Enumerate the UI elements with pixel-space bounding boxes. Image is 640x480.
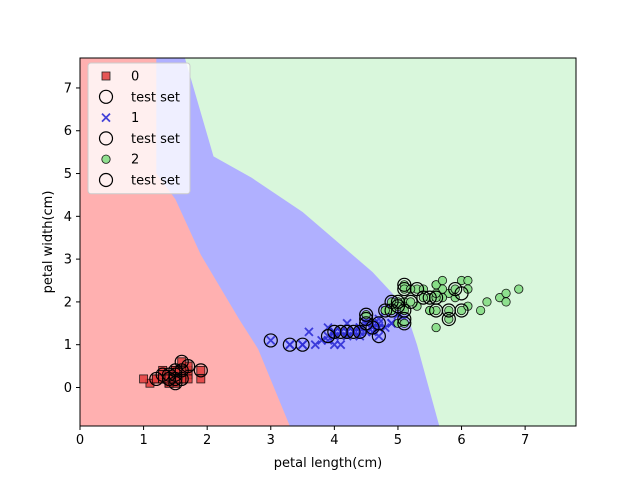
data-point-test-set bbox=[155, 367, 170, 382]
data-point-test-set bbox=[295, 337, 310, 352]
x-tick-label: 7 bbox=[521, 433, 529, 448]
data-point-class-1 bbox=[266, 335, 276, 346]
y-tick-label: 3 bbox=[64, 253, 72, 268]
legend-label: test set bbox=[131, 90, 180, 105]
data-point-class-2 bbox=[456, 305, 467, 316]
data-point-class-2 bbox=[431, 280, 441, 290]
x-tick-label: 4 bbox=[330, 433, 338, 448]
legend-label: test set bbox=[131, 174, 180, 189]
data-point-test-set bbox=[422, 290, 437, 305]
data-point-test-set bbox=[403, 294, 418, 310]
legend-marker bbox=[101, 112, 111, 123]
legend-marker bbox=[98, 131, 114, 146]
legend-marker bbox=[101, 154, 111, 164]
data-points bbox=[139, 275, 524, 391]
data-point-class-1 bbox=[355, 331, 365, 341]
y-tick-label: 5 bbox=[64, 167, 72, 182]
data-point-test-set bbox=[168, 363, 183, 378]
data-point-test-set bbox=[397, 311, 412, 327]
data-point-test-set bbox=[441, 311, 456, 327]
y-tick-label: 7 bbox=[64, 81, 72, 96]
x-tick-label: 6 bbox=[457, 433, 465, 448]
legend-label: 2 bbox=[131, 153, 139, 168]
y-axis: 0 1 2 3 4 5 6 7 bbox=[64, 81, 80, 396]
data-point-class-0 bbox=[139, 374, 148, 384]
legend: 0 test set 1 test set 2 test set bbox=[87, 62, 191, 195]
data-point-test-set bbox=[371, 316, 386, 331]
x-tick-label: 3 bbox=[267, 433, 275, 448]
data-point-test-set bbox=[263, 333, 278, 348]
data-point-class-1 bbox=[317, 335, 327, 346]
y-tick-label: 1 bbox=[64, 338, 72, 353]
data-point-class-0 bbox=[196, 365, 206, 375]
legend-marker bbox=[98, 172, 114, 188]
x-tick-label: 1 bbox=[139, 433, 147, 448]
data-point-class-1 bbox=[297, 340, 308, 350]
data-point-test-set bbox=[454, 286, 469, 301]
x-axis-label: petal length(cm) bbox=[274, 456, 382, 471]
x-tick-label: 5 bbox=[394, 433, 402, 448]
data-point-test-set bbox=[352, 324, 367, 339]
legend-box bbox=[87, 62, 191, 195]
data-point-test-set bbox=[193, 363, 208, 378]
legend-marker bbox=[98, 89, 114, 104]
legend-marker bbox=[101, 71, 111, 81]
data-point-class-1 bbox=[310, 340, 320, 350]
data-point-class-2 bbox=[463, 275, 473, 286]
x-axis: 0 1 2 3 4 5 6 7 bbox=[76, 426, 529, 448]
data-point-class-2 bbox=[406, 297, 416, 307]
data-point-class-1 bbox=[304, 327, 314, 337]
legend-label: 1 bbox=[131, 111, 139, 126]
data-point-class-2 bbox=[482, 297, 492, 307]
data-point-class-2 bbox=[495, 293, 505, 303]
data-point-class-0 bbox=[196, 374, 206, 384]
data-point-class-2 bbox=[501, 297, 511, 307]
data-point-test-set bbox=[174, 363, 189, 378]
y-tick-label: 4 bbox=[64, 210, 72, 225]
data-point-test-set bbox=[397, 277, 412, 292]
legend-label: 0 bbox=[131, 70, 139, 85]
x-tick-label: 0 bbox=[76, 433, 84, 448]
data-point-class-2 bbox=[476, 305, 486, 316]
y-tick-label: 6 bbox=[64, 124, 72, 139]
y-tick-label: 2 bbox=[64, 295, 72, 310]
data-point-class-2 bbox=[514, 284, 524, 294]
y-tick-label: 0 bbox=[64, 381, 72, 396]
x-tick-label: 2 bbox=[203, 433, 211, 448]
data-point-test-set bbox=[454, 303, 469, 318]
y-axis-label: petal width(cm) bbox=[41, 191, 56, 294]
data-point-class-1 bbox=[336, 340, 346, 350]
data-point-class-2 bbox=[399, 318, 409, 328]
data-point-class-2 bbox=[501, 288, 511, 298]
data-point-class-2 bbox=[437, 275, 448, 286]
data-point-test-set bbox=[359, 307, 374, 322]
data-point-class-1 bbox=[374, 318, 384, 328]
legend-label: test set bbox=[131, 132, 180, 147]
data-point-test-set bbox=[346, 324, 361, 339]
data-point-class-1 bbox=[285, 340, 295, 350]
data-point-class-2 bbox=[431, 322, 441, 333]
plot-frame bbox=[79, 57, 577, 427]
